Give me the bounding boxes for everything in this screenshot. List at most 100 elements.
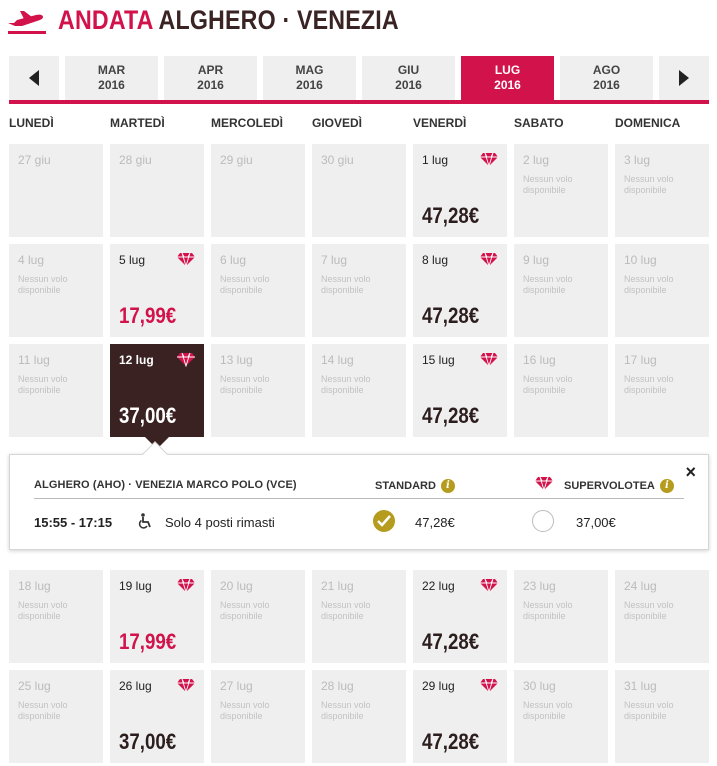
no-flight-label: Nessun volo disponibile (321, 374, 371, 395)
supervolotea-fare-header: SUPERVOLOTEA i (564, 479, 674, 493)
month-year: 2016 (593, 78, 620, 92)
month-year: 2016 (98, 78, 125, 92)
no-flight-label: Nessun volo disponibile (220, 700, 270, 721)
day-price: 47,28€ (422, 203, 480, 228)
month-tab-giu[interactable]: GIU 2016 (362, 56, 455, 100)
calendar-day: 29 giu (211, 144, 305, 237)
day-label: 3 lug (624, 153, 651, 167)
day-price: 17,99€ (119, 303, 177, 328)
calendar-day-selected[interactable]: 12 lug 37,00€ (110, 344, 204, 449)
no-flight-label: Nessun volo disponibile (220, 274, 270, 295)
day-label: 17 lug (624, 353, 657, 367)
prev-month-button[interactable] (9, 56, 59, 100)
day-label: 6 lug (220, 253, 247, 267)
standard-info-icon[interactable]: i (440, 479, 455, 493)
diamond-icon (480, 578, 498, 593)
day-label: 27 giu (18, 153, 51, 167)
diamond-icon (177, 352, 195, 367)
day-label: 29 lug (422, 679, 455, 693)
plane-takeoff-icon (8, 11, 46, 34)
calendar-day: 9 lug Nessun volo disponibile (514, 244, 608, 337)
day-label: 12 lug (119, 353, 154, 367)
no-flight-label: Nessun volo disponibile (523, 274, 573, 295)
no-flight-label: Nessun volo disponibile (18, 700, 68, 721)
day-label: 9 lug (523, 253, 550, 267)
month-underline (9, 100, 709, 104)
weekday-label: MARTEDÌ (110, 116, 165, 130)
standard-fare-header: STANDARD i (375, 479, 455, 493)
supervolotea-label: SUPERVOLOTEA (564, 479, 655, 492)
month-tab-mar[interactable]: MAR 2016 (65, 56, 158, 100)
calendar-day: 30 lug Nessun volo disponibile (514, 670, 608, 763)
calendar-day: 23 lug Nessun volo disponibile (514, 570, 608, 663)
month-year: 2016 (395, 78, 422, 92)
no-flight-label: Nessun volo disponibile (220, 374, 270, 395)
day-label: 10 lug (624, 253, 657, 267)
calendar-day[interactable]: 15 lug 47,28€ (413, 344, 507, 437)
checkmark-icon (377, 515, 391, 527)
no-flight-label: Nessun volo disponibile (624, 174, 674, 195)
day-label: 1 lug (422, 153, 449, 167)
day-label: 13 lug (220, 353, 253, 367)
weekday-label: VENERDÌ (413, 116, 467, 130)
weekday-label: SABATO (514, 116, 564, 130)
diamond-icon (177, 252, 195, 267)
diamond-icon (480, 152, 498, 167)
calendar-week: 18 lug Nessun volo disponibile 19 lug 17,99… (9, 570, 709, 663)
calendar-day: 18 lug Nessun volo disponibile (9, 570, 103, 663)
diamond-icon (177, 678, 195, 693)
day-label: 11 lug (18, 353, 50, 367)
close-icon[interactable]: × (685, 462, 696, 482)
no-flight-label: Nessun volo disponibile (523, 700, 573, 721)
month-tab-ago[interactable]: AGO 2016 (560, 56, 653, 100)
weekday-label: DOMENICA (615, 116, 681, 130)
calendar-day: 14 lug Nessun volo disponibile (312, 344, 406, 437)
no-flight-label: Nessun volo disponibile (321, 600, 371, 621)
calendar-day: 30 giu (312, 144, 406, 237)
calendar-day: 2 lug Nessun volo disponibile (514, 144, 608, 237)
next-month-button[interactable] (659, 56, 709, 100)
calendar-day: 27 lug Nessun volo disponibile (211, 670, 305, 763)
calendar-day[interactable]: 19 lug 17,99€ (110, 570, 204, 663)
calendar-day: 7 lug Nessun volo disponibile (312, 244, 406, 337)
no-flight-label: Nessun volo disponibile (624, 274, 674, 295)
day-label: 25 lug (18, 679, 51, 693)
month-name: GIU (397, 63, 420, 77)
wheelchair-icon (138, 513, 151, 529)
month-year: 2016 (296, 78, 323, 92)
calendar-day: 27 giu (9, 144, 103, 237)
calendar-day[interactable]: 1 lug 47,28€ (413, 144, 507, 237)
calendar-day[interactable]: 22 lug 47,28€ (413, 570, 507, 663)
day-label: 18 lug (18, 579, 51, 593)
calendar-day: 28 giu (110, 144, 204, 237)
month-tab-mag[interactable]: MAG 2016 (263, 56, 356, 100)
day-label: 15 lug (422, 353, 455, 367)
supervolotea-fare-radio[interactable] (532, 510, 554, 532)
calendar-week: 27 giu 28 giu 29 giu 30 giu 1 lug 47,28€ 2 lug… (9, 144, 709, 237)
day-label: 31 lug (624, 679, 657, 693)
diamond-icon (177, 578, 195, 593)
day-label: 29 giu (220, 153, 253, 167)
calendar-day[interactable]: 5 lug 17,99€ (110, 244, 204, 337)
calendar-day: 21 lug Nessun volo disponibile (312, 570, 406, 663)
flight-details-panel: × ALGHERO (AHO) · VENEZIA MARCO POLO (VC… (9, 441, 709, 550)
day-label: 23 lug (523, 579, 556, 593)
day-price: 47,28€ (422, 403, 480, 428)
chevron-right-icon (679, 70, 689, 86)
calendar-day[interactable]: 8 lug 47,28€ (413, 244, 507, 337)
calendar-day: 4 lug Nessun volo disponibile (9, 244, 103, 337)
day-label: 30 lug (523, 679, 556, 693)
month-tab-apr[interactable]: APR 2016 (164, 56, 257, 100)
calendar-day[interactable]: 29 lug 47,28€ (413, 670, 507, 763)
no-flight-label: Nessun volo disponibile (523, 374, 573, 395)
diamond-icon (480, 678, 498, 693)
supervolotea-info-icon[interactable]: i (659, 479, 674, 493)
weekday-header: LUNEDÌ MARTEDÌ MERCOLEDÌ GIOVEDÌ VENERDÌ SABA… (9, 116, 709, 134)
calendar-week: 11 lug Nessun volo disponibile 12 lug 37,00… (9, 344, 709, 449)
no-flight-label: Nessun volo disponibile (523, 174, 573, 195)
calendar-day: 20 lug Nessun volo disponibile (211, 570, 305, 663)
flight-route-label: ALGHERO (AHO) · VENEZIA MARCO POLO (VCE) (34, 479, 297, 491)
calendar-day[interactable]: 26 lug 37,00€ (110, 670, 204, 763)
month-tab-lug[interactable]: LUG 2016 (461, 56, 554, 100)
standard-fare-radio-selected[interactable] (373, 510, 395, 532)
